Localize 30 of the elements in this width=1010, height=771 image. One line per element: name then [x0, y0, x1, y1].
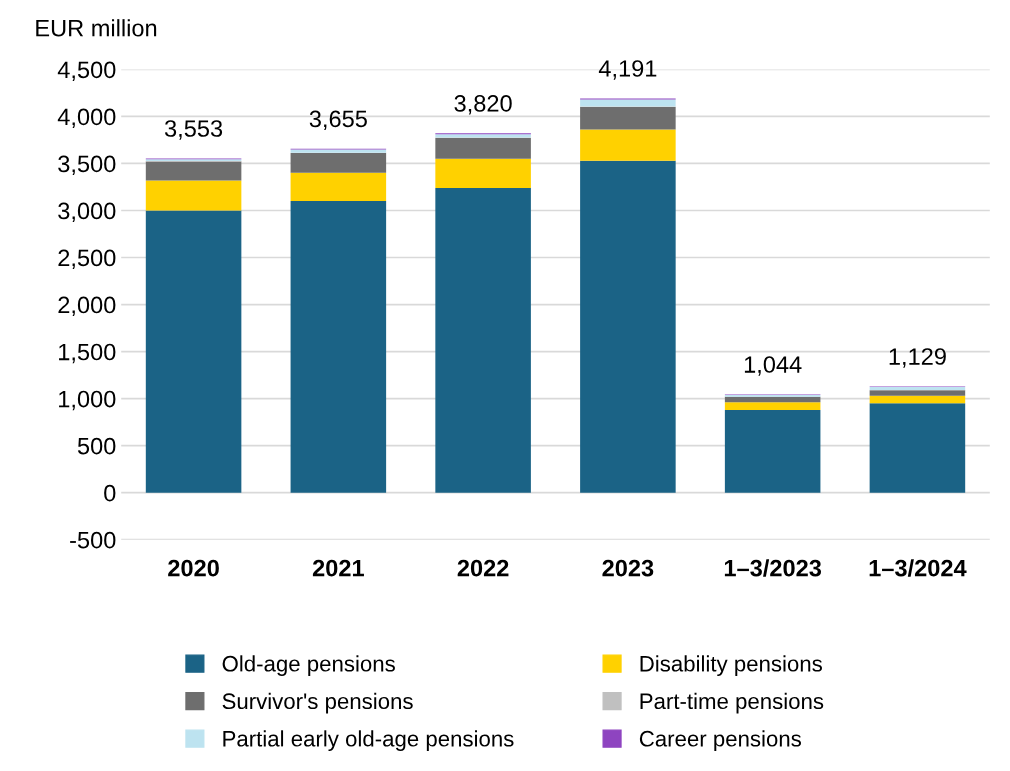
- y-tick-label: 3,000: [58, 202, 116, 223]
- total-label: 1,044: [744, 356, 802, 376]
- legend-label: Disability pensions: [640, 655, 822, 676]
- y-tick-label: -500: [70, 531, 116, 549]
- x-tick-label: 2022: [457, 559, 509, 577]
- y-tick-label: 3,500: [58, 155, 116, 176]
- legend-label: Partial early old-age pensions: [223, 730, 514, 751]
- total-label: 4,191: [598, 60, 657, 80]
- y-tick-label: 2,000: [58, 296, 116, 317]
- y-tick-label: 4,500: [57, 61, 116, 81]
- x-tick-label: 1–3/2024: [869, 559, 967, 577]
- y-tick-label: 2,500: [58, 249, 116, 270]
- y-tick-label: 1,000: [59, 390, 116, 411]
- y-tick-label: 1,500: [59, 343, 116, 364]
- total-label: 3,820: [454, 95, 512, 115]
- y-tick-label: 500: [77, 437, 116, 455]
- x-tick-label: 1–3/2023: [724, 559, 822, 577]
- y-axis-title: EUR million: [36, 19, 157, 37]
- y-tick-label: 4,000: [57, 108, 116, 128]
- legend-label: Part-time pensions: [640, 692, 824, 714]
- total-label: 3,655: [309, 110, 367, 131]
- x-tick-label: 2021: [312, 559, 364, 577]
- legend-label: Survivor's pensions: [222, 692, 413, 714]
- y-tick-label: 0: [104, 484, 116, 502]
- total-label: 3,553: [164, 120, 223, 140]
- x-tick-label: 2020: [168, 559, 219, 577]
- legend-label: Old-age pensions: [222, 655, 395, 676]
- x-tick-label: 2023: [602, 559, 654, 577]
- legend-label: Career pensions: [639, 730, 801, 751]
- total-label: 1,129: [889, 348, 946, 368]
